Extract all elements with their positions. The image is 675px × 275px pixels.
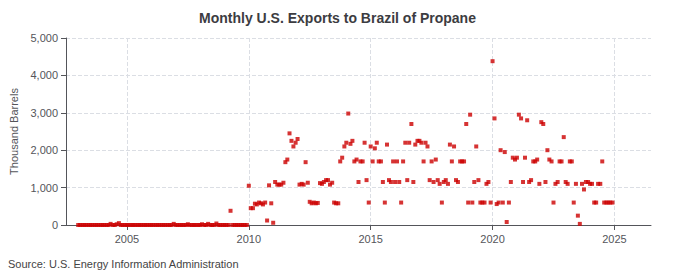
svg-text:2020: 2020 — [480, 233, 504, 245]
svg-text:2,000: 2,000 — [30, 144, 58, 156]
svg-text:2010: 2010 — [237, 233, 261, 245]
svg-text:4,000: 4,000 — [30, 69, 58, 81]
svg-text:0: 0 — [52, 219, 58, 231]
svg-text:3,000: 3,000 — [30, 107, 58, 119]
svg-text:2015: 2015 — [358, 233, 382, 245]
svg-text:2005: 2005 — [115, 233, 139, 245]
svg-text:Monthly U.S. Exports to Brazil: Monthly U.S. Exports to Brazil of Propan… — [199, 10, 476, 26]
svg-text:5,000: 5,000 — [30, 32, 58, 44]
svg-text:Thousand Barrels: Thousand Barrels — [8, 88, 20, 175]
svg-text:Source: U.S. Energy Informatio: Source: U.S. Energy Information Administ… — [8, 258, 239, 270]
svg-text:2025: 2025 — [602, 233, 626, 245]
svg-text:1,000: 1,000 — [30, 182, 58, 194]
